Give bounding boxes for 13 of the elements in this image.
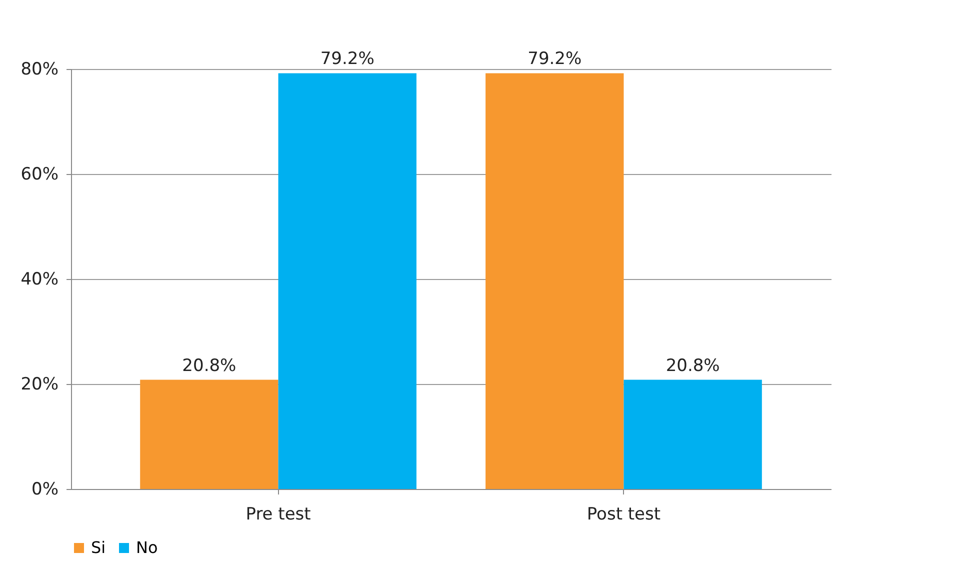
data-label: 79.2%: [320, 49, 374, 70]
y-tick-label: 0%: [32, 480, 58, 500]
data-label: 20.8%: [666, 356, 720, 376]
x-tick-label: Pre test: [246, 504, 312, 524]
data-label: 79.2%: [528, 49, 582, 70]
legend-label: Si: [91, 538, 106, 557]
y-tick-label: 20%: [20, 374, 58, 394]
y-tick-label: 40%: [20, 270, 58, 290]
y-tick-label: 60%: [20, 164, 58, 184]
data-label: 20.8%: [182, 356, 236, 376]
y-tick-label: 80%: [20, 60, 58, 80]
x-tick-label: Post test: [586, 504, 661, 524]
legend-label: No: [136, 538, 158, 557]
